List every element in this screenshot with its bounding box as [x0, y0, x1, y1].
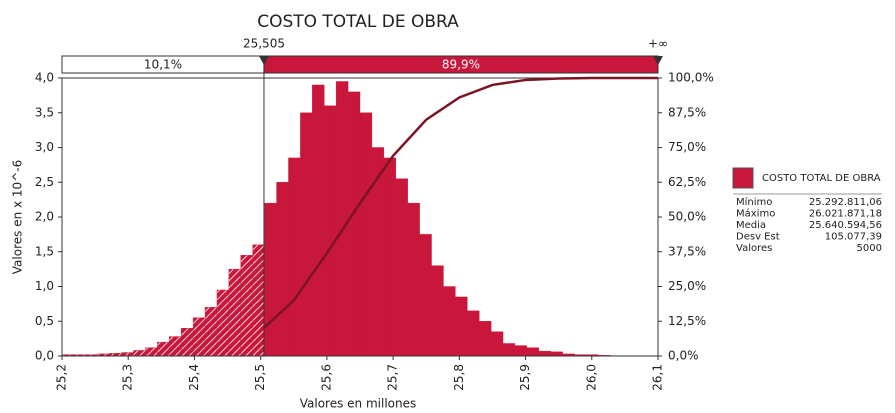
stat-label: Media — [736, 220, 766, 231]
stat-value: 26.021.871,18 — [809, 209, 882, 220]
left-percent: 10,1% — [144, 58, 182, 72]
stat-value: 5000 — [857, 243, 882, 254]
bar — [252, 244, 265, 357]
x-tick-label: 25,7 — [386, 364, 400, 391]
bar — [180, 328, 194, 357]
bar — [443, 286, 456, 357]
y-tick-label: 1,0 — [35, 279, 54, 293]
x-tick-label: 25,3 — [121, 364, 135, 391]
y-axis-label: Valores en x 10^-6 — [11, 160, 25, 274]
bar — [335, 81, 349, 357]
x-tick-label: 25,9 — [518, 364, 532, 391]
delimiter-label: 25,505 — [243, 37, 285, 51]
bar — [347, 91, 361, 357]
bar — [121, 352, 134, 357]
y2-tick-label: 100,0% — [668, 71, 714, 85]
bar — [526, 347, 540, 357]
x-tick-label: 26,0 — [584, 364, 598, 391]
bar — [467, 310, 480, 357]
x-tick-label: 25,8 — [452, 364, 466, 391]
bar — [228, 268, 242, 357]
bar — [502, 343, 516, 357]
x-axis-label: Valores en millones — [300, 397, 417, 411]
end-marker — [653, 56, 663, 65]
bar — [431, 265, 444, 357]
bar — [157, 341, 170, 357]
bar — [240, 255, 253, 357]
y-tick-label: 2,0 — [35, 210, 54, 224]
y2-tick-label: 12,5% — [668, 314, 706, 328]
right-end-label: +∞ — [648, 37, 668, 51]
bar — [479, 321, 492, 357]
bar — [419, 234, 432, 357]
bar — [192, 317, 206, 357]
bar — [312, 84, 325, 357]
bar — [216, 289, 230, 357]
legend-swatch — [732, 167, 754, 189]
stat-value: 25.640.594,56 — [809, 220, 882, 231]
y-tick-label: 0,5 — [35, 314, 54, 328]
bar — [264, 202, 277, 357]
bar — [276, 182, 289, 357]
stat-label: Desv Est — [736, 232, 780, 243]
bar — [407, 202, 420, 357]
bar — [133, 350, 146, 357]
y-tick-label: 1,5 — [35, 244, 54, 258]
bar — [383, 157, 396, 357]
x-tick-label: 25,6 — [319, 364, 333, 391]
stat-label: Valores — [736, 243, 772, 254]
y2-tick-label: 75,0% — [668, 140, 706, 154]
chart-title: COSTO TOTAL DE OBRA — [257, 12, 459, 32]
bar — [514, 345, 528, 357]
y-tick-label: 2,5 — [35, 175, 54, 189]
legend-name: COSTO TOTAL DE OBRA — [762, 173, 881, 184]
y2-tick-label: 50,0% — [668, 210, 706, 224]
y2-tick-label: 62,5% — [668, 175, 706, 189]
x-tick-label: 25,4 — [187, 364, 201, 391]
stat-value: 105.077,39 — [825, 232, 882, 243]
bar — [288, 157, 301, 357]
bar — [490, 331, 504, 357]
stat-value: 25.292.811,06 — [809, 197, 882, 208]
bar — [169, 336, 182, 357]
y2-tick-label: 0,0% — [668, 349, 699, 363]
y-tick-label: 4,0 — [35, 71, 54, 85]
stat-label: Mínimo — [736, 196, 772, 208]
x-tick-label: 25,5 — [253, 364, 267, 391]
bar — [395, 178, 408, 357]
bar — [455, 296, 468, 357]
y-tick-label: 3,5 — [35, 105, 54, 119]
delimiter-marker — [258, 56, 269, 65]
bar — [300, 112, 313, 357]
y2-tick-label: 37,5% — [668, 244, 706, 258]
right-percent: 89,9% — [442, 58, 480, 72]
bar — [550, 351, 563, 357]
cumulative-line — [263, 76, 658, 329]
bar — [204, 307, 218, 357]
y2-tick-label: 25,0% — [668, 279, 706, 293]
bar — [538, 350, 551, 357]
bar — [145, 347, 158, 357]
stat-label: Máximo — [736, 208, 775, 220]
bar — [324, 105, 337, 357]
bar — [359, 112, 373, 357]
x-tick-label: 26,1 — [651, 364, 665, 391]
y-tick-label: 3,0 — [35, 140, 54, 154]
x-tick-label: 25,2 — [55, 364, 69, 391]
y2-tick-label: 87,5% — [668, 105, 706, 119]
y-tick-label: 0,0 — [35, 349, 54, 363]
